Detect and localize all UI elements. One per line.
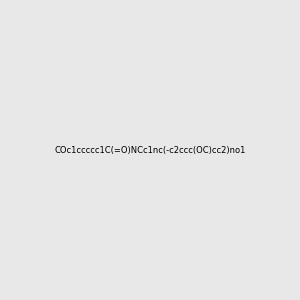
Text: COc1ccccc1C(=O)NCc1nc(-c2ccc(OC)cc2)no1: COc1ccccc1C(=O)NCc1nc(-c2ccc(OC)cc2)no1	[54, 146, 246, 154]
